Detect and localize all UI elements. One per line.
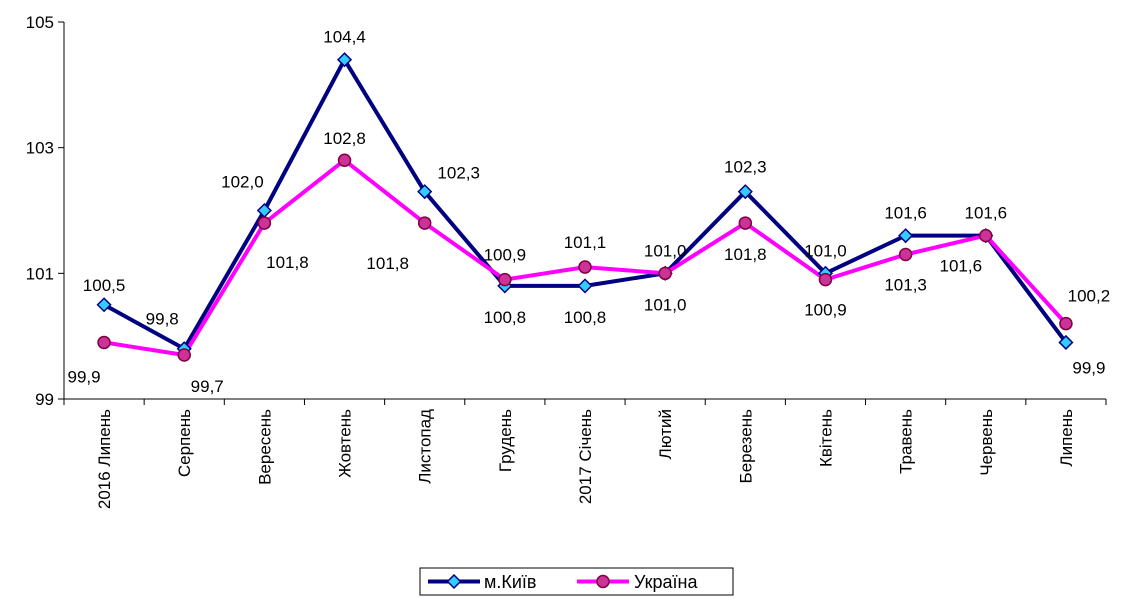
data-point-ukraine: [1059, 316, 1073, 331]
data-label-kyiv: 99,9: [1072, 358, 1105, 377]
y-tick-label: 103: [26, 139, 54, 158]
data-label-ukraine: 99,7: [191, 377, 224, 396]
data-label-kyiv: 104,4: [323, 28, 366, 47]
data-point-kyiv: [1058, 334, 1074, 351]
data-point-kyiv: [336, 52, 353, 68]
data-label-ukraine: 101,8: [366, 254, 409, 273]
x-tick-label: Травень: [897, 409, 916, 474]
data-point-ukraine: [177, 348, 191, 362]
x-tick-label: Березень: [736, 409, 755, 484]
data-label-kyiv: 101,0: [804, 241, 847, 260]
x-tick-label: Листопад: [416, 409, 435, 484]
y-tick-label: 99: [35, 390, 54, 409]
data-label-ukraine: 102,8: [323, 129, 366, 148]
y-tick-label: 101: [26, 264, 54, 283]
x-tick-label: 2017 Січень: [576, 409, 595, 504]
data-label-ukraine: 101,8: [266, 253, 309, 272]
data-point-ukraine: [818, 272, 833, 287]
x-tick-label: Вересень: [255, 409, 274, 485]
x-tick-label: Лютий: [656, 409, 675, 459]
chart-legend: м.Київ Україна: [419, 567, 734, 596]
x-tick-label: Червень: [977, 409, 996, 476]
x-tick-label: Квітень: [816, 409, 835, 467]
x-tick-label: Жовтень: [336, 409, 355, 478]
x-tick-label: Серпень: [175, 409, 194, 477]
data-label-ukraine: 101,0: [644, 295, 687, 314]
x-tick-label: 2016 Липень: [95, 409, 114, 509]
data-label-kyiv: 100,8: [564, 308, 607, 327]
x-tick-label: Липень: [1057, 409, 1076, 467]
legend-entry-kyiv: м.Київ: [484, 572, 536, 592]
data-label-ukraine: 100,2: [1068, 287, 1111, 306]
data-label-kyiv: 102,0: [221, 173, 264, 192]
data-label-ukraine: 99,9: [68, 367, 101, 386]
data-point-ukraine: [898, 247, 913, 262]
x-tick-label: Грудень: [496, 409, 515, 472]
data-label-kyiv: 101,6: [884, 204, 927, 223]
data-point-ukraine: [257, 216, 272, 230]
data-label-ukraine: 100,9: [804, 301, 847, 320]
data-label-kyiv: 100,5: [83, 276, 126, 295]
data-point-kyiv: [96, 297, 112, 313]
data-point-ukraine: [498, 272, 512, 287]
data-point-ukraine: [979, 228, 993, 243]
data-label-kyiv: 99,8: [146, 310, 179, 329]
data-label-ukraine: 101,8: [724, 245, 767, 264]
chart-axes: 99 101 103 105 2016 Липень Серпень Вересень Жов…: [26, 13, 1107, 509]
data-label-kyiv: 102,3: [437, 164, 480, 183]
data-label-ukraine: 101,1: [564, 233, 607, 252]
data-point-ukraine: [658, 266, 672, 281]
data-point-ukraine: [337, 153, 352, 167]
data-point-ukraine: [738, 216, 753, 230]
data-point-kyiv: [898, 228, 914, 244]
data-label-kyiv: 100,8: [484, 308, 527, 327]
chart-series: [96, 52, 1074, 362]
data-label-kyiv: 101,0: [644, 241, 687, 260]
data-point-ukraine: [97, 335, 111, 350]
data-point-kyiv: [737, 184, 753, 200]
legend-entry-ukraine: Україна: [634, 572, 698, 592]
data-point-kyiv: [577, 278, 593, 294]
data-point-ukraine: [417, 216, 432, 230]
data-label-kyiv: 101,6: [964, 204, 1007, 223]
legend-swatch-marker: [596, 574, 610, 589]
data-point-kyiv: [417, 184, 433, 200]
data-point-ukraine: [578, 260, 592, 274]
data-label-ukraine: 100,9: [484, 246, 527, 265]
chart-data-labels: 100,5 99,8 102,0 104,4 102,3 100,8 100,8 101,0 1…: [68, 28, 1111, 396]
data-label-kyiv: 102,3: [724, 158, 767, 177]
legend-swatch-marker: [446, 573, 462, 590]
data-label-ukraine: 101,6: [939, 257, 982, 276]
y-tick-label: 105: [26, 13, 54, 32]
data-label-ukraine: 101,3: [884, 275, 927, 294]
